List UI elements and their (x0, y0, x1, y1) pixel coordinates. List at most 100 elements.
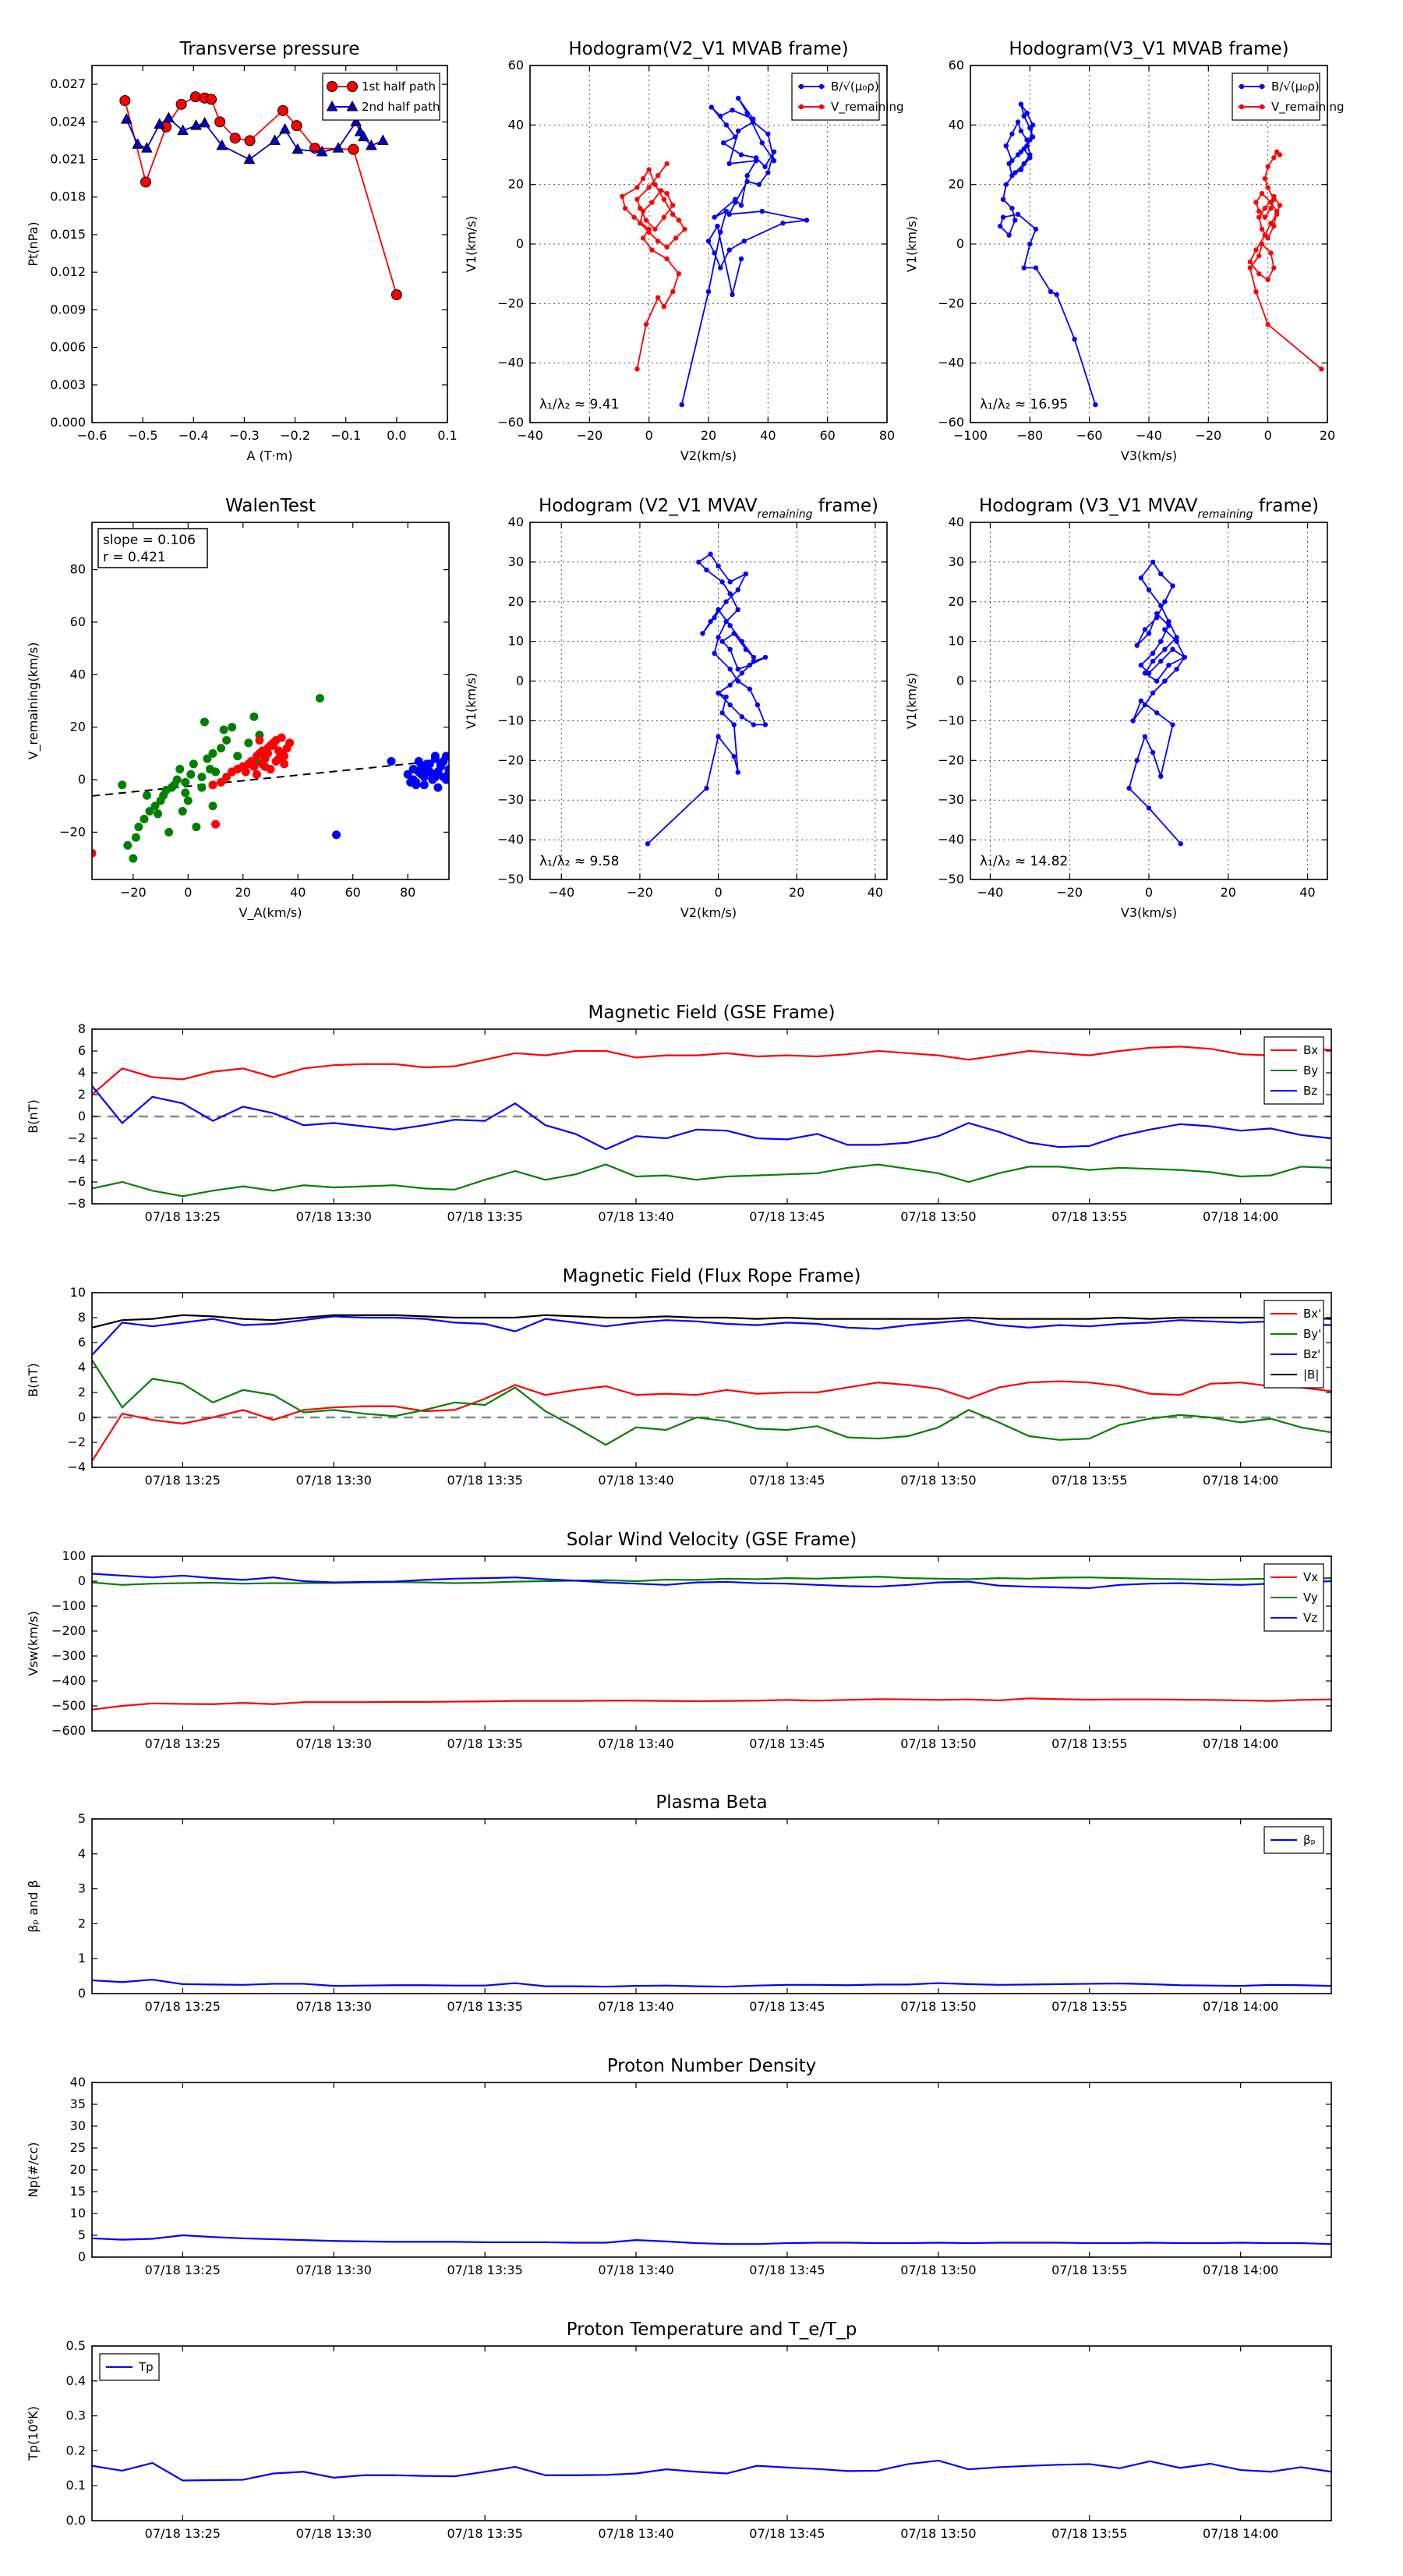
data-point (739, 639, 744, 644)
data-point (1015, 152, 1021, 157)
data-point (1259, 190, 1265, 196)
data-point (751, 116, 756, 122)
data-point (1021, 113, 1027, 119)
data-point (132, 138, 143, 149)
y-axis-label: Np(#/cc) (26, 2143, 41, 2198)
data-point (726, 211, 732, 218)
x-tick-label: −20 (1056, 885, 1083, 900)
data-point (696, 559, 702, 565)
data-point (727, 702, 733, 708)
data-point (756, 182, 762, 187)
y-tick-label: 0 (78, 2249, 86, 2264)
y-tick-label: 4 (78, 1846, 86, 1861)
data-point (664, 161, 670, 167)
data-point (1126, 785, 1132, 791)
data-point (197, 783, 207, 792)
data-point (1015, 119, 1021, 125)
data-point (92, 848, 97, 858)
y-tick-label: −100 (51, 1598, 86, 1613)
plot-area (92, 694, 449, 863)
data-point (1138, 663, 1144, 668)
data-point (1253, 200, 1259, 205)
data-point (718, 113, 723, 119)
x-tick-label: −40 (517, 428, 543, 443)
data-point (1170, 583, 1175, 589)
x-tick-label: 40 (290, 885, 306, 900)
data-point (433, 783, 443, 792)
y-tick-label: 0 (516, 236, 524, 251)
x-tick-label: 07/18 13:45 (749, 1209, 825, 1224)
data-point (744, 173, 750, 179)
x-axis-label: V_A(km/s) (239, 905, 302, 921)
data-point (1027, 241, 1033, 247)
chart-hodo2: Hodogram(V3_V1 MVAB frame) −60 −40 −20 0 20 40… (904, 39, 1345, 463)
data-point (217, 777, 226, 787)
legend-marker (347, 81, 358, 92)
data-point (1154, 614, 1160, 621)
x-tick-label: −20 (1195, 428, 1221, 443)
legend-entry: Bz (1303, 1084, 1317, 1098)
x-tick-label: 20 (1221, 885, 1236, 900)
data-point (727, 623, 733, 628)
y-axis-label: Vsw(km/s) (26, 1611, 41, 1675)
data-point (1134, 758, 1140, 763)
y-tick-label: 5 (78, 2227, 86, 2242)
data-point (441, 752, 449, 761)
y-tick-label: −30 (497, 792, 524, 807)
data-point (735, 678, 740, 684)
legend-box (791, 73, 880, 121)
x-tick-label: −0.2 (280, 428, 310, 443)
data-point (1174, 667, 1179, 672)
data-point (1146, 587, 1152, 593)
data-point (652, 182, 658, 187)
data-point (1142, 671, 1148, 676)
data-point (1265, 185, 1270, 190)
data-point (419, 762, 429, 771)
data-point (141, 142, 153, 153)
data-point (679, 402, 684, 408)
y-tick-label: 8 (78, 1310, 86, 1325)
stats-line: slope = 0.106 (103, 533, 196, 548)
data-point (780, 221, 786, 226)
legend-entry: Vy (1303, 1591, 1318, 1605)
data-point (408, 765, 418, 774)
plot-frame (91, 65, 448, 423)
data-point (643, 218, 649, 223)
data-point (129, 854, 138, 863)
x-axis-label: V2(km/s) (680, 905, 737, 920)
data-point (655, 238, 661, 244)
data-point (243, 153, 256, 165)
data-point (190, 119, 202, 130)
data-point (1000, 214, 1006, 220)
y-tick-label: 0.006 (50, 340, 86, 355)
plot-area (92, 2459, 1331, 2482)
x-tick-label: −80 (1016, 428, 1043, 443)
y-tick-label: 60 (70, 614, 86, 629)
x-tick-label: 07/18 13:45 (749, 1999, 825, 2014)
y-tick-label: 0.015 (50, 227, 86, 242)
data-point (1271, 196, 1277, 202)
data-point (638, 221, 643, 226)
data-point (634, 185, 640, 190)
data-point (292, 143, 304, 154)
y-tick-label: 6 (78, 1043, 86, 1058)
y-axis-label: V1(km/s) (464, 673, 479, 729)
x-tick-label: 07/18 13:50 (900, 1209, 976, 1224)
legend-entry: By' (1303, 1327, 1321, 1341)
data-point (744, 179, 750, 185)
data-point (1146, 631, 1152, 636)
plot-frame (91, 1818, 1332, 1994)
data-point (348, 143, 359, 155)
y-tick-label: 40 (949, 515, 964, 529)
x-tick-label: −40 (977, 885, 1004, 900)
series-bz--line (92, 1315, 1331, 1356)
data-point (716, 607, 721, 613)
y-tick-label: 30 (70, 2118, 86, 2133)
data-point (183, 796, 193, 805)
series-bx-line (92, 1046, 1331, 1095)
x-tick-label: 07/18 14:00 (1203, 1209, 1278, 1224)
y-tick-label: 40 (508, 117, 524, 132)
data-point (263, 748, 272, 758)
data-point (1146, 671, 1152, 676)
series-vx-line (92, 1697, 1331, 1711)
